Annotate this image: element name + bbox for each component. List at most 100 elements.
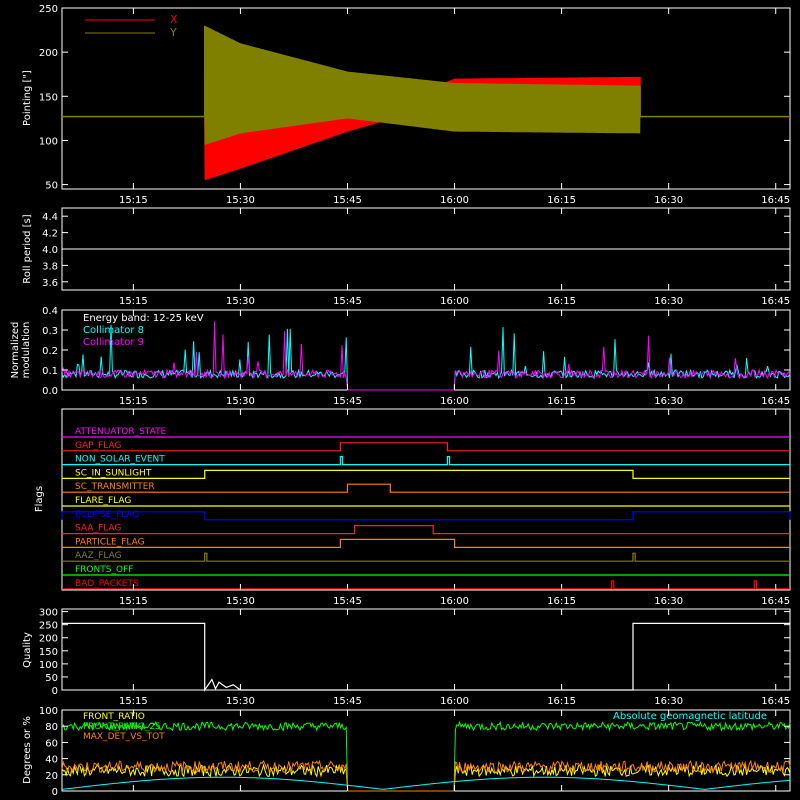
- quality-ylabel: Quality: [22, 632, 33, 668]
- pointing-frame: [61, 7, 791, 190]
- flag-line: [62, 580, 790, 590]
- flag-line: [62, 525, 790, 535]
- y-tick-label: 100: [39, 660, 58, 671]
- x-tick-label: 16:45: [761, 596, 790, 607]
- degrees-series: [61, 720, 791, 792]
- y-tick-label: 150: [39, 647, 58, 658]
- y-tick-label: 4.2: [42, 229, 58, 240]
- flags-panel: ATTENUATOR_STATE GAP_FLAG NON_SOLAR_EVENT S…: [34, 408, 791, 591]
- x-tick-label: 16:15: [547, 396, 576, 407]
- y-tick-label: 250: [39, 621, 58, 632]
- x-tick-label: 16:00: [440, 596, 469, 607]
- modulation-ylabel-line: Normalized: [10, 322, 21, 379]
- x-tick-label: 15:45: [333, 296, 362, 307]
- y-tick-label: 4.0: [42, 245, 58, 256]
- flag-line: [62, 469, 790, 479]
- flag-line: [62, 442, 790, 452]
- legend-front-ratio: FRONT_RATIO: [83, 712, 145, 722]
- x-tick-label: 15:15: [119, 296, 148, 307]
- pointing-data: [62, 25, 790, 181]
- x-tick-label: 16:00: [440, 396, 469, 407]
- geomag-latitude-line: [61, 776, 791, 790]
- legend-collimator9: Collimator 9: [83, 337, 144, 348]
- pointing-panel: 50 100 150 200 250 Pointing ["] X Y: [22, 4, 791, 192]
- x-tick-label: 16:30: [654, 696, 683, 707]
- x-tick-label: 16:15: [547, 596, 576, 607]
- y-tick-label: 3.6: [42, 278, 58, 289]
- flag-label: SAA_FLAG: [75, 524, 121, 534]
- flag-line: [62, 483, 790, 493]
- flags-frame: [61, 408, 791, 591]
- x-tick-label: 16:00: [440, 195, 469, 206]
- y-tick-label: 0.3: [42, 326, 58, 337]
- flag-label: BAD_PACKETS: [75, 579, 139, 589]
- degrees-ylabel: Degrees or %: [22, 716, 33, 784]
- y-tick-label: 20: [45, 771, 58, 782]
- flags-data: ATTENUATOR_STATE GAP_FLAG NON_SOLAR_EVENT S…: [61, 427, 791, 590]
- modulation-series-9: [61, 321, 791, 391]
- quality-frame: [61, 608, 791, 691]
- y-tick-label: 50: [45, 673, 58, 684]
- x-tick-label: 16:15: [547, 696, 576, 707]
- pointing-ylabel: Pointing ["]: [22, 70, 33, 126]
- flags-ylabel: Flags: [34, 486, 45, 512]
- quality-panel: 0 50 100 150 200 250 300 Quality: [22, 608, 791, 697]
- modulation-series-8: [61, 324, 791, 391]
- modulation-y-axis: 0.0 0.1 0.2 0.3 0.4: [42, 306, 790, 397]
- modulation-ylabel-line: modulation: [21, 322, 32, 379]
- quality-y-axis: 0 50 100 150 200 250 300: [39, 608, 790, 697]
- x-tick-label: 16:00: [440, 696, 469, 707]
- modulation-panel: 0.0 0.1 0.2 0.3 0.4 Energy band: 12-25 keV C…: [10, 306, 791, 397]
- x-tick-label: 16:15: [547, 195, 576, 206]
- x-tick-label: 15:45: [333, 696, 362, 707]
- y-tick-label: 40: [45, 755, 58, 766]
- degrees-y-axis: 0 20 40 60 80 100: [39, 706, 790, 798]
- quality-line: [62, 622, 790, 692]
- roll-ylabel: Roll period [s]: [22, 214, 33, 283]
- legend-front-ratio-25: FRONT_RATIO_25: [83, 722, 161, 732]
- flag-label: PARTICLE_FLAG: [75, 537, 145, 547]
- x-tick-label: 16:45: [761, 195, 790, 206]
- y-tick-label: 50: [45, 181, 58, 192]
- x-tick-label: 15:30: [226, 296, 255, 307]
- x-tick-label: 16:30: [654, 596, 683, 607]
- x-tick-label: 16:30: [654, 296, 683, 307]
- x-tick-label: 15:30: [226, 696, 255, 707]
- flag-label: SC_IN_SUNLIGHT: [75, 468, 152, 478]
- degrees-panel: 0 20 40 60 80 100 Degrees or % FRONT_RATIO FR…: [22, 706, 791, 798]
- y-tick-label: 100: [39, 706, 58, 717]
- flag-label: NON_SOLAR_EVENT: [75, 455, 165, 465]
- geomag-annotation: Absolute geomagnetic latitude: [613, 711, 767, 722]
- y-tick-label: 100: [39, 136, 58, 147]
- flag-label: ATTENUATOR_STATE: [75, 427, 167, 437]
- flag-label: AAZ_FLAG: [75, 551, 122, 561]
- degrees-data: [61, 720, 791, 792]
- roll-panel: 3.6 3.8 4.0 4.2 4.4 Roll period [s]: [22, 207, 791, 291]
- x-tick-label: 15:45: [333, 596, 362, 607]
- x-tick-label: 15:15: [119, 195, 148, 206]
- flag-label: SC_TRANSMITTER: [75, 482, 155, 492]
- x-tick-label: 16:30: [654, 195, 683, 206]
- legend-x-label: X: [170, 13, 178, 26]
- flag-label: GAP_FLAG: [75, 441, 121, 451]
- y-tick-label: 0.4: [42, 306, 58, 317]
- flag-line: [61, 511, 791, 521]
- y-tick-label: 150: [39, 92, 58, 103]
- x-tick-label: 16:45: [761, 696, 790, 707]
- pointing-series-y: [62, 25, 790, 145]
- legend-y-label: Y: [169, 26, 177, 39]
- flag-line: [62, 552, 790, 562]
- x-tick-label: 16:15: [547, 296, 576, 307]
- x-tick-label: 15:30: [226, 396, 255, 407]
- x-tick-label: 16:30: [654, 396, 683, 407]
- pointing-y-axis: 50 100 150 200 250: [39, 4, 790, 192]
- x-tick-label: 16:45: [761, 396, 790, 407]
- flag-line: [62, 456, 790, 466]
- legend-max-det: MAX_DET_VS_TOT: [83, 732, 165, 742]
- y-tick-label: 300: [39, 608, 58, 619]
- degrees-series: [61, 759, 791, 792]
- y-tick-label: 0: [52, 686, 58, 697]
- roll-y-axis: 3.6 3.8 4.0 4.2 4.4: [42, 212, 790, 289]
- y-tick-label: 200: [39, 48, 58, 59]
